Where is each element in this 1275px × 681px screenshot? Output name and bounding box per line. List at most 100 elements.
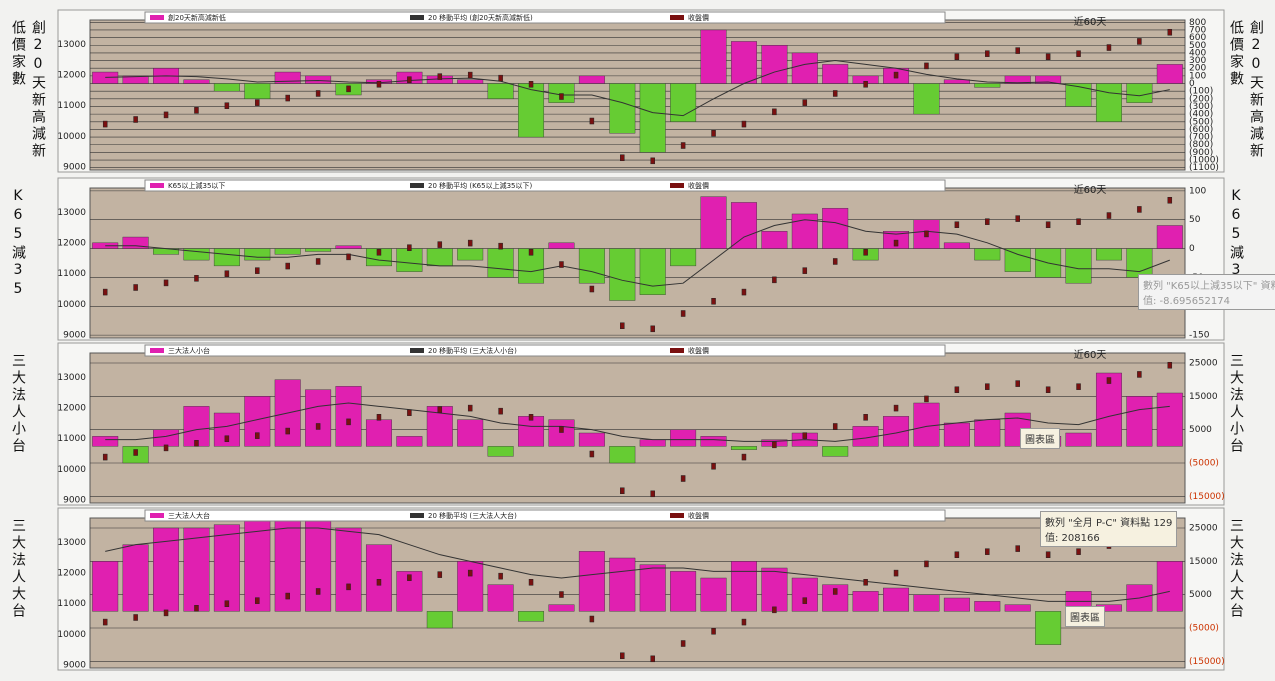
price-candle <box>680 310 686 317</box>
bar <box>578 432 605 447</box>
legend-label: 20 移動平均 (K65以上減35以下) <box>428 181 532 190</box>
bar <box>1156 392 1183 447</box>
legend-label: K65以上減35以下 <box>168 181 225 190</box>
price-candle <box>1045 221 1051 228</box>
bar <box>974 419 1001 447</box>
price-candle <box>924 62 929 70</box>
price-candle <box>863 249 868 256</box>
bar <box>883 587 910 612</box>
bar <box>639 83 666 153</box>
bar <box>913 83 940 115</box>
price-candle <box>315 423 321 430</box>
y2-tick-label: 5000 <box>1189 590 1212 600</box>
price-candle <box>1106 44 1112 51</box>
bar <box>1035 611 1062 645</box>
bar <box>183 527 210 612</box>
bar <box>1095 248 1122 261</box>
plot-area <box>89 517 1186 669</box>
bar <box>791 52 818 84</box>
legend-swatch <box>410 513 424 518</box>
y2-tick-label: (5000) <box>1189 459 1219 469</box>
y-tick-label: 13000 <box>57 538 86 548</box>
price-candle <box>498 74 503 82</box>
y-tick-label: 11000 <box>57 434 86 444</box>
bar <box>700 29 727 84</box>
price-candle <box>133 449 138 456</box>
bar <box>730 561 757 612</box>
price-candle <box>1076 548 1081 555</box>
bar <box>518 611 545 622</box>
y2-tick-label: 700 <box>1189 25 1206 35</box>
bar <box>609 446 636 464</box>
bar <box>305 521 332 612</box>
price-candle <box>680 475 686 482</box>
bar <box>1156 225 1183 249</box>
y2-tick-label: 0 <box>1189 244 1195 254</box>
price-candle <box>224 270 230 277</box>
price-candle <box>1076 50 1081 57</box>
y2-tick-label: 25000 <box>1189 359 1218 369</box>
price-candle <box>1045 53 1051 60</box>
legend-label: 20 移動平均 (創20天新高減新低) <box>428 13 533 22</box>
bar <box>153 429 180 447</box>
price-candle <box>1137 38 1142 45</box>
price-candle <box>528 81 534 88</box>
y-tick-label: 13000 <box>57 208 86 218</box>
bar <box>1126 396 1153 447</box>
price-candle <box>954 386 960 393</box>
price-candle <box>498 242 503 250</box>
legend-swatch <box>410 183 424 188</box>
bar <box>822 64 849 84</box>
price-candle <box>863 414 868 421</box>
y2-tick-label: 300 <box>1189 56 1206 66</box>
bar <box>913 594 940 612</box>
price-candle <box>589 285 595 293</box>
bar <box>730 41 757 84</box>
bar <box>670 571 697 612</box>
legend-label: 20 移動平均 (三大法人小台) <box>428 346 517 355</box>
y-tick-label: 10000 <box>57 630 86 640</box>
legend-label: 收盤價 <box>688 511 709 520</box>
bar <box>1065 432 1092 447</box>
price-candle <box>224 102 230 109</box>
price-candle <box>346 583 351 591</box>
y-tick-label: 12000 <box>57 404 86 414</box>
price-candle <box>832 588 838 595</box>
legend-label: 收盤價 <box>688 13 709 22</box>
legend-swatch <box>670 15 684 20</box>
legend-swatch <box>410 15 424 20</box>
price-candle <box>680 142 686 149</box>
price-candle <box>1015 545 1020 552</box>
bar <box>335 386 362 447</box>
legend-box <box>144 509 946 522</box>
y2-tick-label: (1000) <box>1189 156 1219 166</box>
bar <box>578 75 605 84</box>
bar <box>213 524 240 612</box>
side-label: 三大法人大台 <box>1228 518 1244 620</box>
y2-tick-label: (1100) <box>1189 163 1219 173</box>
price-candle <box>1167 28 1173 36</box>
bar <box>791 577 818 612</box>
price-candle <box>559 93 564 100</box>
side-label: 創20天新高減新低價家數 <box>10 20 46 160</box>
price-candle <box>224 435 230 442</box>
price-candle <box>954 221 960 228</box>
legend-swatch <box>150 348 164 353</box>
price-candle <box>589 615 595 623</box>
bar <box>791 213 818 249</box>
y2-tick-label: (500) <box>1189 117 1213 127</box>
side-label: K65減35 <box>10 188 26 300</box>
y2-tick-label: (15000) <box>1189 492 1225 502</box>
y-tick-label: 13000 <box>57 373 86 383</box>
y2-tick-label: 15000 <box>1189 392 1218 402</box>
y2-tick-label: (900) <box>1189 148 1213 158</box>
price-candle <box>1167 361 1173 369</box>
bar <box>122 236 149 249</box>
bar <box>578 248 605 284</box>
price-candle <box>863 579 868 586</box>
bar <box>609 557 636 612</box>
price-candle <box>741 618 747 626</box>
price-candle <box>772 108 777 116</box>
bar <box>974 248 1001 261</box>
bar <box>183 248 210 261</box>
